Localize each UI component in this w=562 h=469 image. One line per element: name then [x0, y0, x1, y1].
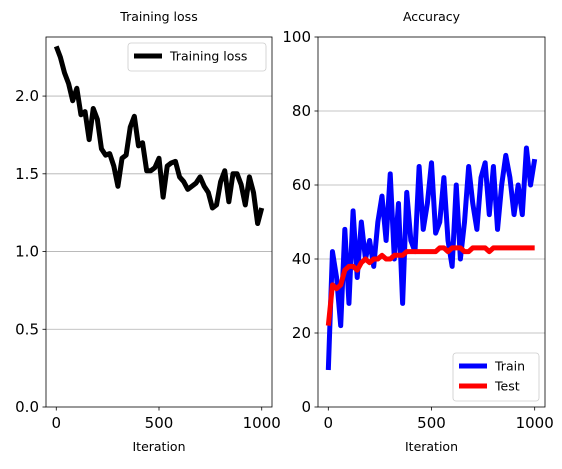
y-tick-label: 0	[301, 398, 311, 416]
x-axis-label: Iteration	[405, 439, 458, 454]
x-tick-label: 1000	[516, 414, 554, 432]
x-tick-label: 500	[145, 414, 174, 432]
y-tick-label: 0.0	[15, 398, 39, 416]
y-tick-label: 40	[292, 250, 311, 268]
legend: Training loss	[127, 42, 267, 72]
x-tick-label: 1000	[243, 414, 281, 432]
y-tick-label: 60	[292, 176, 311, 194]
series-line-training-loss	[53, 45, 265, 227]
legend-label: Test	[494, 379, 520, 394]
chart-title: Accuracy	[403, 9, 461, 24]
x-tick-label: 500	[417, 414, 446, 432]
x-tick-label: 0	[324, 414, 334, 432]
x-axis-label: Iteration	[132, 439, 185, 454]
series-line-train	[325, 145, 538, 371]
chart-panel-0: 0.0 0.5 1.0 1.5 2.0 0 500 1000 Training loss Iter…	[15, 9, 281, 454]
y-tick-label: 1.5	[15, 165, 39, 183]
x-tick-label: 0	[51, 414, 61, 432]
y-tick-label: 80	[292, 102, 311, 120]
y-tick-label: 1.0	[15, 243, 39, 261]
y-tick-label: 0.5	[15, 320, 39, 338]
chart-title: Training loss	[119, 9, 197, 24]
y-tick-label: 2.0	[15, 87, 39, 105]
y-tick-label: 100	[282, 28, 311, 46]
y-tick-label: 20	[292, 324, 311, 342]
legend-box	[127, 42, 267, 72]
legend: Train Test	[452, 352, 540, 402]
legend-label: Train	[494, 359, 525, 374]
legend-label: Training loss	[169, 49, 247, 64]
series-line-test	[325, 245, 535, 326]
